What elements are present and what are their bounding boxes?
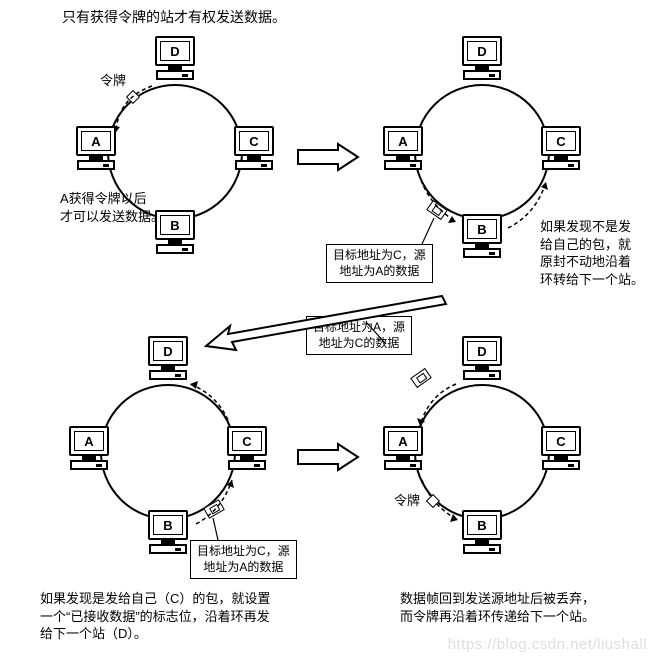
panel-bottomleft: D A C B 目标地址为C，源 地址为A的数据 如果发现是发给自己（C） [0, 340, 320, 650]
panel-bottomright: D A C B 目标地址为A，源 地址为C的数据 令牌 [330, 340, 653, 650]
panel-br-caption: 数据帧回到发送源地址后被丢弃， 而令牌再沿着环传递给下一个站。 [400, 590, 595, 625]
arrow-tr-to-bl [200, 290, 460, 360]
panel-tr-caption: 如果发现不是发 给自己的包，就 原封不动地沿着 环转给下一个站。 [540, 218, 644, 288]
token-label-br: 令牌 [394, 492, 420, 510]
caption-text: 如果发现不是发 给自己的包，就 原封不动地沿着 环转给下一个站。 [540, 219, 644, 287]
arrow-tl-to-tr [296, 142, 364, 172]
caption-text: 数据帧回到发送源地址后被丢弃， 而令牌再沿着环传递给下一个站。 [400, 591, 595, 624]
panel-topleft: 只有获得令牌的站才有权发送数据。 D A C B 令牌 A获得 [0, 0, 320, 300]
caption-text: A获得令牌以后 才可以发送数据。 [60, 191, 164, 224]
arrow-bl-to-br [296, 442, 364, 472]
panel-topright: D A C B 目标地址为C，源 地址为A的数据 如果发现不是发 给自己的 [330, 0, 653, 310]
watermark: https://blog.csdn.net/liushall [448, 636, 647, 653]
diagram-canvas: 只有获得令牌的站才有权发送数据。 D A C B 令牌 A获得 [0, 0, 653, 657]
panel-bl-caption: 如果发现是发给自己（C）的包，就设置 一个“已接收数据”的标志位，沿着环再发 给… [40, 590, 270, 643]
caption-text: 如果发现是发给自己（C）的包，就设置 一个“已接收数据”的标志位，沿着环再发 给… [40, 591, 270, 641]
panel-tl-caption: A获得令牌以后 才可以发送数据。 [60, 190, 164, 225]
dashed-arrow-tl [0, 0, 320, 300]
